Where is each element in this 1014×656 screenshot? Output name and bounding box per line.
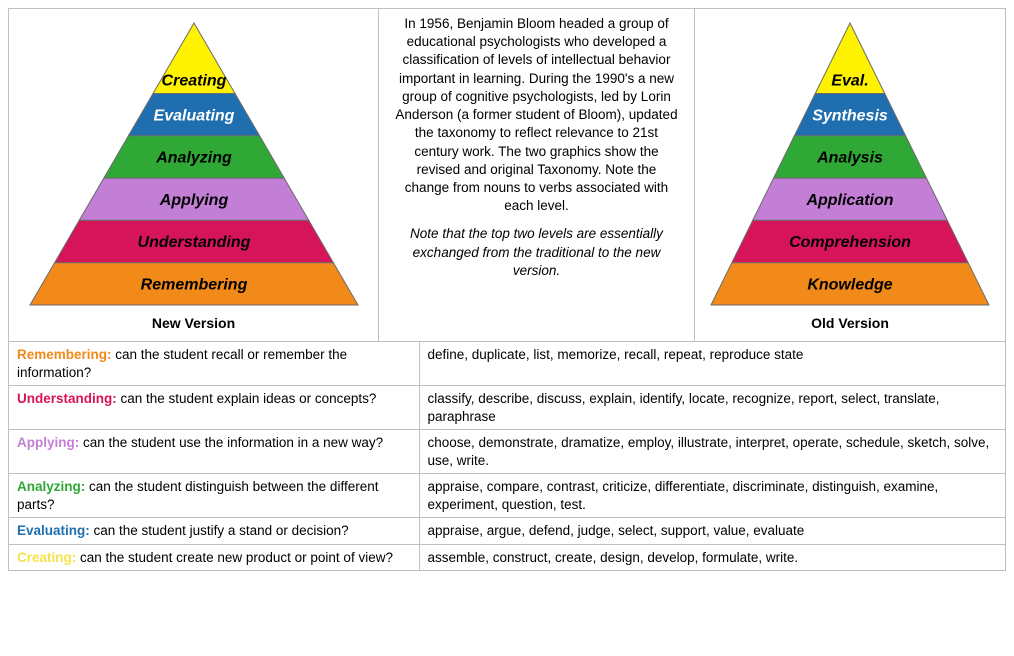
new-version-cell: Creating Evaluating Analyzing Applying Under… [9, 9, 379, 341]
old-version-caption: Old Version [811, 315, 889, 331]
pyramid-level-label: Knowledge [807, 276, 892, 293]
table-row: Evaluating: can the student justify a st… [9, 518, 1005, 545]
pyramid-level-label: Comprehension [789, 234, 911, 251]
new-version-caption: New Version [152, 315, 235, 331]
pyramid-level-label: Understanding [137, 234, 250, 251]
verbs-cell: appraise, compare, contrast, criticize, … [419, 474, 1005, 518]
definition-cell: Remembering: can the student recall or r… [9, 342, 419, 386]
table-row: Applying: can the student use the inform… [9, 430, 1005, 474]
table-row: Understanding: can the student explain i… [9, 386, 1005, 430]
pyramid-level-label: Analysis [816, 150, 883, 167]
definition-cell: Applying: can the student use the inform… [9, 430, 419, 474]
pyramid-level-label: Application [805, 192, 893, 209]
pyramid-level-label: Remembering [140, 276, 247, 293]
definition-cell: Creating: can the student create new pro… [9, 544, 419, 570]
taxonomy-infographic: Creating Evaluating Analyzing Applying Under… [8, 8, 1006, 571]
definition-term: Evaluating: [17, 523, 90, 538]
verbs-cell: appraise, argue, defend, judge, select, … [419, 518, 1005, 545]
new-version-pyramid: Creating Evaluating Analyzing Applying Under… [24, 19, 364, 309]
definitions-table: Remembering: can the student recall or r… [9, 342, 1005, 570]
verbs-cell: classify, describe, discuss, explain, id… [419, 386, 1005, 430]
pyramid-level-label: Analyzing [155, 150, 232, 167]
definition-cell: Understanding: can the student explain i… [9, 386, 419, 430]
definition-cell: Evaluating: can the student justify a st… [9, 518, 419, 545]
definition-term: Analyzing: [17, 479, 85, 494]
table-row: Creating: can the student create new pro… [9, 544, 1005, 570]
pyramid-level-label: Evaluating [153, 107, 234, 124]
pyramid-level-label: Creating [161, 73, 226, 90]
definition-term: Remembering: [17, 347, 112, 362]
verbs-cell: choose, demonstrate, dramatize, employ, … [419, 430, 1005, 474]
top-row: Creating Evaluating Analyzing Applying Under… [9, 9, 1005, 342]
description-paragraph: In 1956, Benjamin Bloom headed a group o… [393, 15, 680, 215]
description-note: Note that the top two levels are essenti… [393, 225, 680, 280]
old-version-cell: Eval. Synthesis Analysis Application Compreh… [695, 9, 1005, 341]
pyramid-level-label: Applying [158, 192, 228, 209]
description-cell: In 1956, Benjamin Bloom headed a group o… [379, 9, 695, 341]
verbs-cell: assemble, construct, create, design, dev… [419, 544, 1005, 570]
definition-term: Creating: [17, 550, 76, 565]
table-row: Remembering: can the student recall or r… [9, 342, 1005, 386]
definition-term: Applying: [17, 435, 79, 450]
pyramid-level-label: Synthesis [812, 107, 888, 124]
old-version-pyramid: Eval. Synthesis Analysis Application Compreh… [705, 19, 995, 309]
pyramid-level-label: Eval. [831, 73, 868, 90]
definition-term: Understanding: [17, 391, 117, 406]
verbs-cell: define, duplicate, list, memorize, recal… [419, 342, 1005, 386]
table-row: Analyzing: can the student distinguish b… [9, 474, 1005, 518]
definition-cell: Analyzing: can the student distinguish b… [9, 474, 419, 518]
